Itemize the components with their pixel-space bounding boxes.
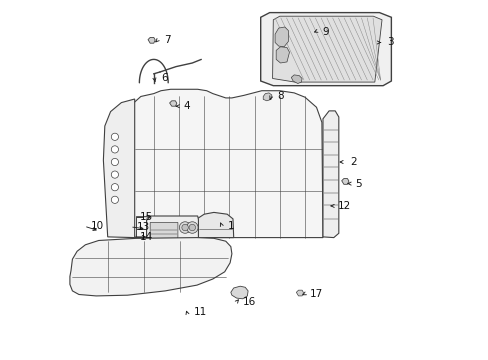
Text: 9: 9 [321, 27, 328, 37]
Text: 6: 6 [161, 73, 167, 84]
Text: 16: 16 [242, 297, 255, 307]
Polygon shape [263, 93, 271, 101]
Polygon shape [341, 179, 348, 184]
Text: 17: 17 [309, 289, 323, 300]
Polygon shape [322, 111, 338, 238]
Text: 12: 12 [337, 201, 351, 211]
Circle shape [182, 224, 188, 231]
Polygon shape [276, 47, 289, 63]
Text: 13: 13 [136, 222, 149, 232]
Polygon shape [197, 212, 233, 238]
Circle shape [111, 196, 118, 203]
Polygon shape [230, 286, 247, 299]
Polygon shape [291, 75, 302, 84]
Polygon shape [148, 37, 155, 43]
Text: 5: 5 [355, 179, 361, 189]
Polygon shape [103, 99, 134, 238]
Polygon shape [296, 290, 303, 296]
Polygon shape [146, 216, 198, 244]
Polygon shape [169, 101, 177, 106]
Text: 4: 4 [183, 101, 189, 111]
Text: 14: 14 [139, 232, 152, 242]
Polygon shape [70, 238, 231, 296]
Polygon shape [260, 13, 390, 86]
Text: 7: 7 [164, 35, 171, 45]
Circle shape [179, 222, 190, 233]
Text: 3: 3 [386, 37, 392, 48]
Polygon shape [272, 16, 381, 82]
Text: 8: 8 [277, 91, 284, 102]
Polygon shape [150, 222, 178, 239]
Text: 10: 10 [90, 221, 103, 231]
Text: 11: 11 [193, 307, 206, 318]
Text: 2: 2 [350, 157, 357, 167]
Circle shape [111, 158, 118, 166]
Polygon shape [305, 27, 314, 34]
Circle shape [111, 171, 118, 178]
Polygon shape [128, 89, 322, 238]
Polygon shape [275, 27, 288, 47]
Circle shape [111, 184, 118, 191]
Text: 15: 15 [140, 212, 153, 222]
Circle shape [111, 133, 118, 140]
Text: 1: 1 [228, 221, 234, 231]
Circle shape [186, 222, 198, 233]
Circle shape [111, 146, 118, 153]
Circle shape [189, 224, 195, 231]
